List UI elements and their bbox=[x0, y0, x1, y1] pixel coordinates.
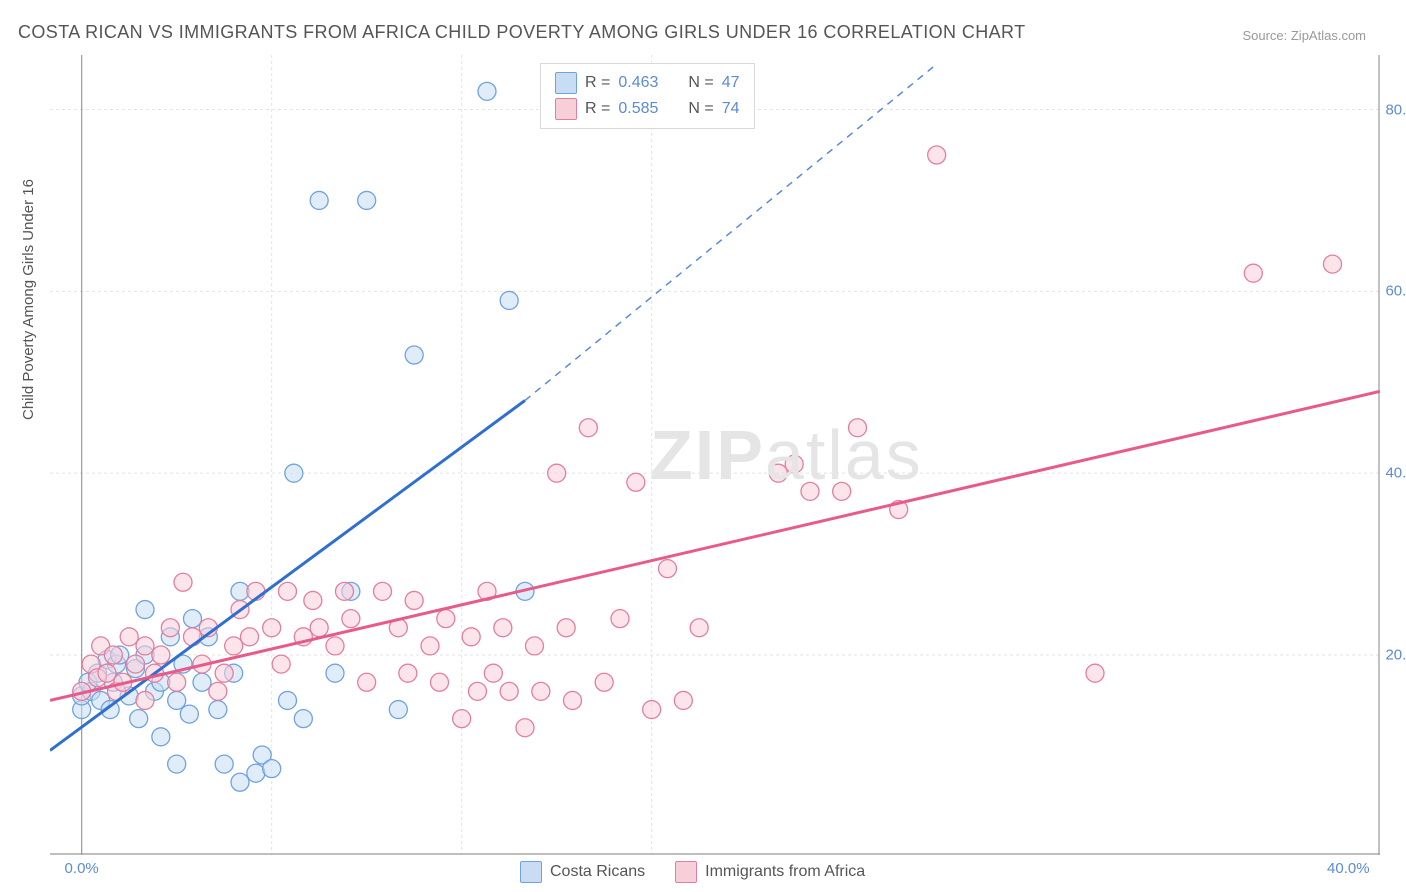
legend-series-item: Costa Ricans bbox=[520, 861, 645, 883]
y-tick-label: 60.0% bbox=[1385, 283, 1406, 300]
legend-n-value: 47 bbox=[722, 74, 740, 92]
correlation-legend: R = 0.463 N = 47 R = 0.585 N = 74 bbox=[540, 63, 755, 129]
source-attribution: Source: ZipAtlas.com bbox=[1242, 28, 1366, 43]
legend-r-label: R = bbox=[585, 100, 610, 118]
y-tick-label: 20.0% bbox=[1385, 647, 1406, 664]
y-axis-label: Child Poverty Among Girls Under 16 bbox=[20, 179, 37, 420]
y-tick-label: 80.0% bbox=[1385, 101, 1406, 118]
scatter-plot: ZIPatlas R = 0.463N = 47R = 0.585N = 74 … bbox=[50, 55, 1380, 855]
legend-swatch bbox=[555, 98, 577, 120]
legend-series-label: Immigrants from Africa bbox=[705, 863, 865, 881]
legend-r-label: R = bbox=[585, 74, 610, 92]
x-tick-label: 0.0% bbox=[65, 860, 99, 877]
x-tick-label: 40.0% bbox=[1327, 860, 1370, 877]
y-tick-label: 40.0% bbox=[1385, 465, 1406, 482]
legend-n-label: N = bbox=[688, 100, 713, 118]
legend-n-label: N = bbox=[688, 74, 713, 92]
legend-swatch bbox=[520, 861, 542, 883]
legend-n-value: 74 bbox=[722, 100, 740, 118]
legend-r-value: 0.585 bbox=[618, 100, 658, 118]
legend-series-label: Costa Ricans bbox=[550, 863, 645, 881]
legend-swatch bbox=[555, 72, 577, 94]
legend-swatch bbox=[675, 861, 697, 883]
chart-title: COSTA RICAN VS IMMIGRANTS FROM AFRICA CH… bbox=[18, 22, 1026, 43]
series-legend: Costa Ricans Immigrants from Africa bbox=[520, 861, 865, 883]
legend-series-item: Immigrants from Africa bbox=[675, 861, 865, 883]
legend-r-value: 0.463 bbox=[618, 74, 658, 92]
watermark: ZIPatlas bbox=[650, 415, 923, 495]
